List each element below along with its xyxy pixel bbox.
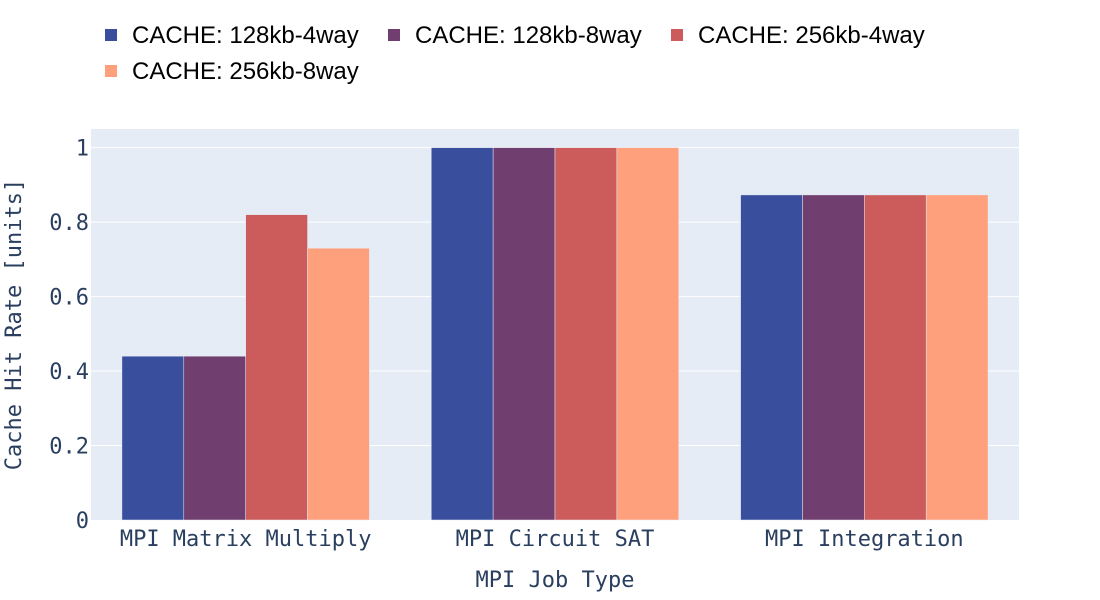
legend-label: CACHE: 128kb-4way [132, 22, 359, 49]
x-tick-label: MPI Integration [765, 527, 964, 552]
legend-swatch [671, 29, 683, 41]
bar [864, 194, 927, 521]
bar [616, 147, 679, 521]
legend-item[interactable]: CACHE: 128kb-4way [105, 22, 359, 49]
bar [802, 194, 865, 521]
y-tick-label: 0.2 [49, 435, 89, 460]
legend: CACHE: 128kb-4way CACHE: 128kb-8way CACHE:… [105, 22, 925, 85]
y-tick-label: 0.8 [49, 211, 89, 236]
y-axis-ticks: 0 0.2 0.4 0.6 0.8 1 [49, 137, 89, 534]
legend-swatch [105, 29, 117, 41]
bar [121, 355, 185, 521]
legend-label: CACHE: 128kb-8way [415, 22, 642, 49]
bar [307, 247, 370, 521]
y-tick-label: 0.4 [49, 360, 89, 385]
legend-item[interactable]: CACHE: 128kb-8way [388, 22, 642, 49]
bar [431, 147, 494, 521]
bars [121, 147, 989, 521]
legend-swatch [388, 29, 400, 41]
legend-swatch [105, 65, 117, 77]
x-axis-ticks: MPI Matrix Multiply MPI Circuit SAT MPI In… [120, 527, 964, 552]
bar [740, 194, 803, 521]
legend-label: CACHE: 256kb-8way [132, 58, 359, 85]
y-axis-title: Cache Hit Rate [units] [2, 179, 27, 470]
y-tick-label: 0 [76, 509, 89, 534]
bar [183, 355, 246, 521]
legend-item[interactable]: CACHE: 256kb-4way [671, 22, 925, 49]
bar [925, 194, 989, 521]
bar [245, 214, 308, 521]
bar [554, 147, 618, 521]
y-tick-label: 0.6 [49, 286, 89, 311]
x-tick-label: MPI Circuit SAT [456, 527, 655, 552]
x-tick-label: MPI Matrix Multiply [120, 527, 372, 552]
bar [492, 147, 556, 521]
x-axis-title: MPI Job Type [476, 568, 635, 593]
legend-label: CACHE: 256kb-4way [698, 22, 925, 49]
y-tick-label: 1 [76, 137, 89, 162]
legend-item[interactable]: CACHE: 256kb-8way [105, 58, 359, 85]
